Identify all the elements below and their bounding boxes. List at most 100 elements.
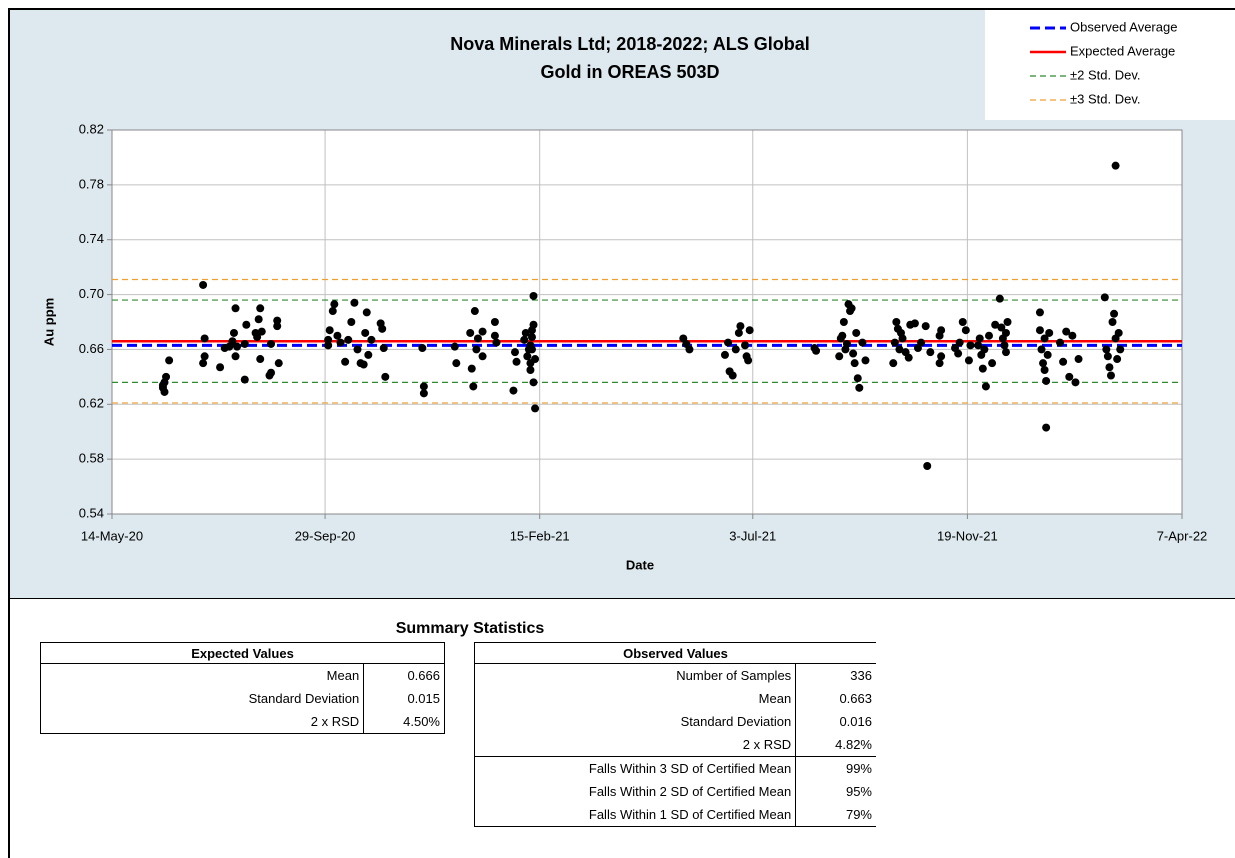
legend-label: Observed Average — [1070, 19, 1177, 34]
point — [330, 300, 339, 309]
point — [256, 304, 265, 313]
point — [466, 328, 475, 337]
point — [229, 328, 238, 337]
point — [350, 298, 359, 307]
point — [336, 338, 345, 347]
y-tick-label: 0.78 — [79, 176, 104, 191]
point — [1040, 334, 1049, 343]
point — [1035, 308, 1044, 317]
point — [981, 382, 990, 391]
point — [745, 326, 754, 335]
point — [1056, 338, 1065, 347]
point — [1001, 348, 1010, 357]
point — [347, 318, 356, 326]
point — [974, 341, 983, 350]
chart-title: Gold in OREAS 503D — [540, 62, 719, 82]
y-tick-label: 0.70 — [79, 286, 104, 301]
summary-title: Summary Statistics — [395, 620, 545, 637]
point — [728, 371, 737, 380]
point — [216, 363, 225, 372]
point — [1111, 161, 1120, 170]
point — [419, 382, 428, 391]
point — [720, 350, 729, 359]
row-value: 0.015 — [407, 691, 440, 706]
header-row: Expected Values — [40, 642, 445, 664]
point — [937, 352, 946, 361]
point — [1114, 328, 1123, 337]
point — [325, 326, 334, 335]
point — [1001, 328, 1010, 337]
point — [835, 352, 844, 361]
point — [529, 291, 538, 300]
y-tick-label: 0.66 — [79, 341, 104, 356]
row-label: Mean — [40, 663, 365, 687]
frame-left — [8, 8, 10, 858]
point — [364, 350, 373, 359]
point — [529, 378, 538, 387]
point — [469, 382, 478, 391]
x-tick-label: 7-Apr-22 — [1157, 528, 1208, 543]
point — [231, 352, 240, 361]
plot-border — [111, 129, 1183, 515]
point — [274, 359, 283, 368]
table-row: Falls Within 1 SD of Certified Mean 79% — [474, 803, 877, 827]
point — [1110, 309, 1119, 318]
point — [492, 338, 501, 347]
point — [966, 341, 975, 350]
point — [1059, 357, 1068, 366]
row-label: Falls Within 2 SD of Certified Mean — [474, 780, 797, 803]
legend-label: Expected Average — [1070, 43, 1175, 58]
point — [898, 334, 907, 343]
point — [199, 359, 208, 368]
frame-divider — [8, 598, 1235, 599]
point — [850, 359, 859, 368]
point — [267, 368, 276, 377]
point — [838, 331, 847, 340]
point — [273, 322, 282, 331]
point — [490, 318, 499, 326]
row-value: 0.016 — [839, 714, 872, 729]
point — [921, 322, 930, 331]
row-value: 0.663 — [839, 691, 872, 706]
point — [904, 353, 913, 362]
y-axis-label: Au ppm — [41, 298, 56, 346]
point — [910, 319, 919, 328]
point — [1068, 331, 1077, 340]
point — [324, 335, 333, 344]
point — [467, 364, 476, 373]
legend-label: ±2 Std. Dev. — [1070, 67, 1140, 82]
point — [527, 333, 536, 342]
point — [1074, 355, 1083, 364]
point — [267, 339, 276, 348]
y-tick-label: 0.62 — [79, 396, 104, 411]
point — [1045, 328, 1054, 337]
point — [452, 359, 461, 368]
row-value: 79% — [845, 807, 872, 822]
point — [858, 338, 867, 347]
point — [527, 345, 536, 354]
row-label: 2 x RSD — [474, 733, 797, 757]
table-row: Standard Deviation 0.016 — [474, 710, 877, 733]
table-row: Falls Within 3 SD of Certified Mean 99% — [474, 756, 877, 780]
row-value: 0.666 — [407, 668, 440, 683]
point — [531, 404, 540, 413]
point — [520, 335, 529, 344]
point — [984, 331, 993, 340]
point — [1037, 345, 1046, 354]
y-tick-label: 0.58 — [79, 451, 104, 466]
row-value: 4.50% — [403, 714, 440, 729]
point — [978, 364, 987, 373]
row-label: Mean — [474, 687, 797, 710]
point — [889, 359, 898, 368]
point — [997, 323, 1006, 332]
point — [975, 334, 984, 343]
x-tick-label: 3-Jul-21 — [729, 528, 776, 543]
row-value: 99% — [845, 761, 872, 776]
row-value: 95% — [845, 784, 872, 799]
point — [381, 372, 390, 381]
point — [1042, 423, 1051, 432]
table-row: Mean 0.666 — [40, 663, 445, 687]
point — [470, 307, 479, 316]
x-tick-label: 29-Sep-20 — [295, 528, 356, 543]
